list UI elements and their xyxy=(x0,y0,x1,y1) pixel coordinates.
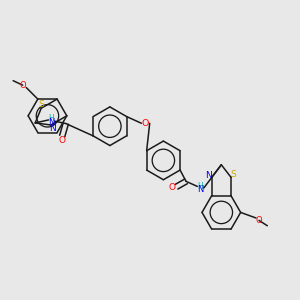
Text: O: O xyxy=(20,81,26,90)
Text: H: H xyxy=(197,182,203,190)
Text: O: O xyxy=(169,183,176,192)
Text: O: O xyxy=(142,119,149,128)
Text: N: N xyxy=(49,124,56,133)
Text: N: N xyxy=(48,118,55,127)
Text: H: H xyxy=(49,114,54,123)
Text: O: O xyxy=(58,136,65,145)
Text: S: S xyxy=(38,100,44,109)
Text: S: S xyxy=(230,170,236,179)
Text: N: N xyxy=(197,185,203,194)
Text: N: N xyxy=(205,171,212,180)
Text: O: O xyxy=(256,216,262,225)
